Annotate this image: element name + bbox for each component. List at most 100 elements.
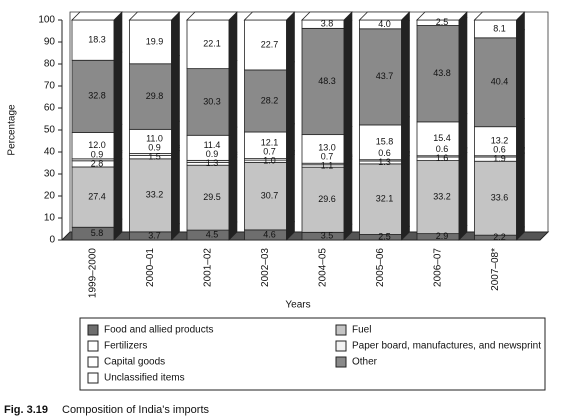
value-label: 15.4 (433, 133, 451, 143)
value-label: 19.9 (146, 36, 164, 46)
value-label: 2.2 (493, 232, 506, 242)
value-label: 0.6 (378, 148, 391, 158)
value-label: 27.4 (88, 191, 106, 201)
bar-segment (244, 69, 287, 133)
bar-segment (301, 166, 345, 233)
bar-segment (474, 126, 517, 157)
bar-side (171, 150, 180, 233)
bar-segment (71, 132, 115, 160)
value-label: 2.9 (436, 231, 449, 241)
bar-segment (129, 19, 172, 65)
value-label: 3.5 (321, 231, 334, 241)
legend-label: Fuel (352, 325, 371, 336)
legend-swatch (87, 372, 99, 384)
bar-side (113, 158, 123, 228)
value-label: 5.8 (91, 228, 104, 238)
bar-side (228, 59, 238, 137)
bar-segment (416, 25, 460, 123)
y-tick-label: 60 (44, 103, 56, 114)
bar-side (458, 151, 468, 235)
value-label: 1.6 (436, 153, 449, 163)
value-label: 11.4 (204, 140, 221, 150)
value-label: 29.6 (318, 194, 336, 204)
y-tick-label: 20 (44, 191, 56, 202)
value-label: 1.1 (321, 160, 334, 170)
value-label: 12.0 (88, 140, 106, 150)
legend-label: Unclassified items (104, 373, 185, 384)
value-label: 30.3 (203, 96, 221, 106)
bar-side (171, 11, 180, 65)
bar-side (516, 29, 525, 128)
value-label: 22.1 (203, 39, 221, 49)
legend-label: Capital goods (104, 357, 165, 368)
bar-segment (186, 134, 230, 161)
value-label: 2.5 (436, 17, 449, 27)
x-tick-label: 2007–08* (490, 248, 501, 291)
value-label: 11.0 (146, 134, 163, 144)
value-label: 18.3 (88, 35, 106, 45)
value-label: 0.9 (91, 149, 104, 159)
value-label: 1.3 (206, 158, 219, 168)
bar-side (401, 20, 410, 126)
bar-segment (129, 63, 172, 130)
bar-segment (186, 19, 230, 70)
bar-top (243, 11, 296, 21)
value-label: 4.6 (263, 229, 276, 239)
y-tick-label: 100 (38, 15, 55, 26)
value-label: 32.1 (376, 194, 394, 204)
value-label: 2.5 (378, 232, 391, 242)
bar-segment (244, 161, 287, 231)
bar-side (516, 152, 525, 236)
bar-segment (71, 19, 115, 61)
bar-segment (244, 19, 287, 71)
bar-top (473, 11, 526, 21)
bar-side (228, 156, 238, 231)
legend-box (79, 317, 546, 391)
legend-swatch (335, 324, 347, 336)
bar-top (416, 11, 468, 21)
bar-side (228, 11, 238, 70)
caption: Composition of India's imports (62, 404, 209, 416)
value-label: 33.6 (491, 193, 509, 203)
bar-segment (416, 160, 460, 235)
bar-side (343, 158, 353, 234)
value-label: 33.2 (146, 190, 164, 200)
value-label: 30.7 (261, 190, 279, 200)
legend-label: Other (352, 357, 378, 368)
bar-top (186, 11, 238, 21)
value-label: 32.8 (88, 91, 106, 101)
legend-swatch (87, 340, 99, 352)
x-tick-label: 1999–2000 (88, 248, 99, 298)
bar-side (458, 16, 468, 123)
bar-side (113, 51, 123, 134)
y-tick-label: 50 (44, 125, 56, 136)
legend-swatch (87, 324, 99, 336)
value-label: 0.7 (263, 147, 276, 157)
value-label: 0.6 (493, 145, 506, 155)
value-label: 22.7 (261, 39, 279, 49)
value-label: 0.7 (321, 151, 334, 161)
value-label: 28.2 (261, 95, 279, 105)
legend-label: Paper board, manufactures, and newsprint (352, 341, 541, 352)
bar-side (343, 19, 353, 136)
value-label: 4.5 (206, 229, 219, 239)
y-axis-label: Percentage (7, 104, 18, 156)
y-tick-label: 40 (44, 147, 56, 158)
x-tick-label: 2004–05 (318, 248, 329, 287)
y-tick-label: 90 (44, 37, 56, 48)
x-tick-label: 2001–02 (203, 248, 214, 287)
legend-swatch (335, 356, 347, 368)
legend-swatch (87, 356, 99, 368)
value-label: 0.9 (148, 143, 161, 153)
x-tick-label: 2006–07 (433, 248, 444, 287)
value-label: 43.8 (433, 68, 451, 78)
value-label: 4.0 (378, 19, 391, 29)
bar-top (128, 11, 181, 21)
x-axis-label: Years (285, 300, 310, 311)
value-label: 29.5 (203, 192, 221, 202)
value-label: 2.8 (91, 158, 104, 168)
bar-side (286, 153, 295, 231)
bar-side (171, 55, 180, 131)
bar-side (286, 61, 295, 133)
